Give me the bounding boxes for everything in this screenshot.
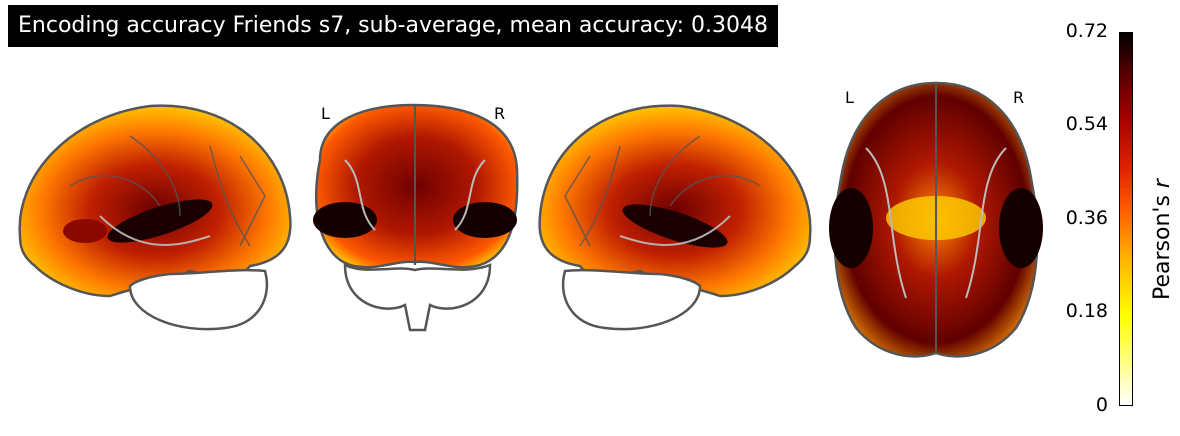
brain-left-cortex [18, 104, 292, 298]
brain-left-lateral-view [10, 96, 295, 336]
brain-axial-view [826, 78, 1046, 363]
brain-coronal-view [305, 100, 525, 340]
colorbar-tick-label: 0 [1095, 394, 1108, 416]
coronal-left-label: L [321, 104, 330, 123]
axial-left-label: L [845, 88, 854, 107]
coronal-right-label: R [494, 104, 506, 123]
brain-right-lateral-view [535, 96, 820, 336]
colorbar [1119, 32, 1133, 406]
colorbar-tick-label: 0.18 [1065, 300, 1108, 322]
axial-right-label: R [1013, 88, 1025, 107]
colorbar-label-main: Pearson's [1150, 188, 1175, 300]
brain-right-cortex [538, 104, 812, 298]
figure-title: Encoding accuracy Friends s7, sub-averag… [8, 5, 778, 47]
brain-coronal-cortex [315, 103, 519, 269]
colorbar-tick-label: 0.36 [1065, 207, 1108, 229]
brain-right-cerebellum [561, 268, 702, 331]
colorbar-label: Pearson's r [1150, 179, 1175, 300]
colorbar-label-variable: r [1150, 179, 1175, 189]
brain-left-cerebellum [128, 268, 269, 331]
brain-coronal-cerebellum [343, 262, 492, 332]
colorbar-tick-label: 0.54 [1065, 113, 1108, 135]
colorbar-tick-label: 0.72 [1065, 20, 1108, 42]
